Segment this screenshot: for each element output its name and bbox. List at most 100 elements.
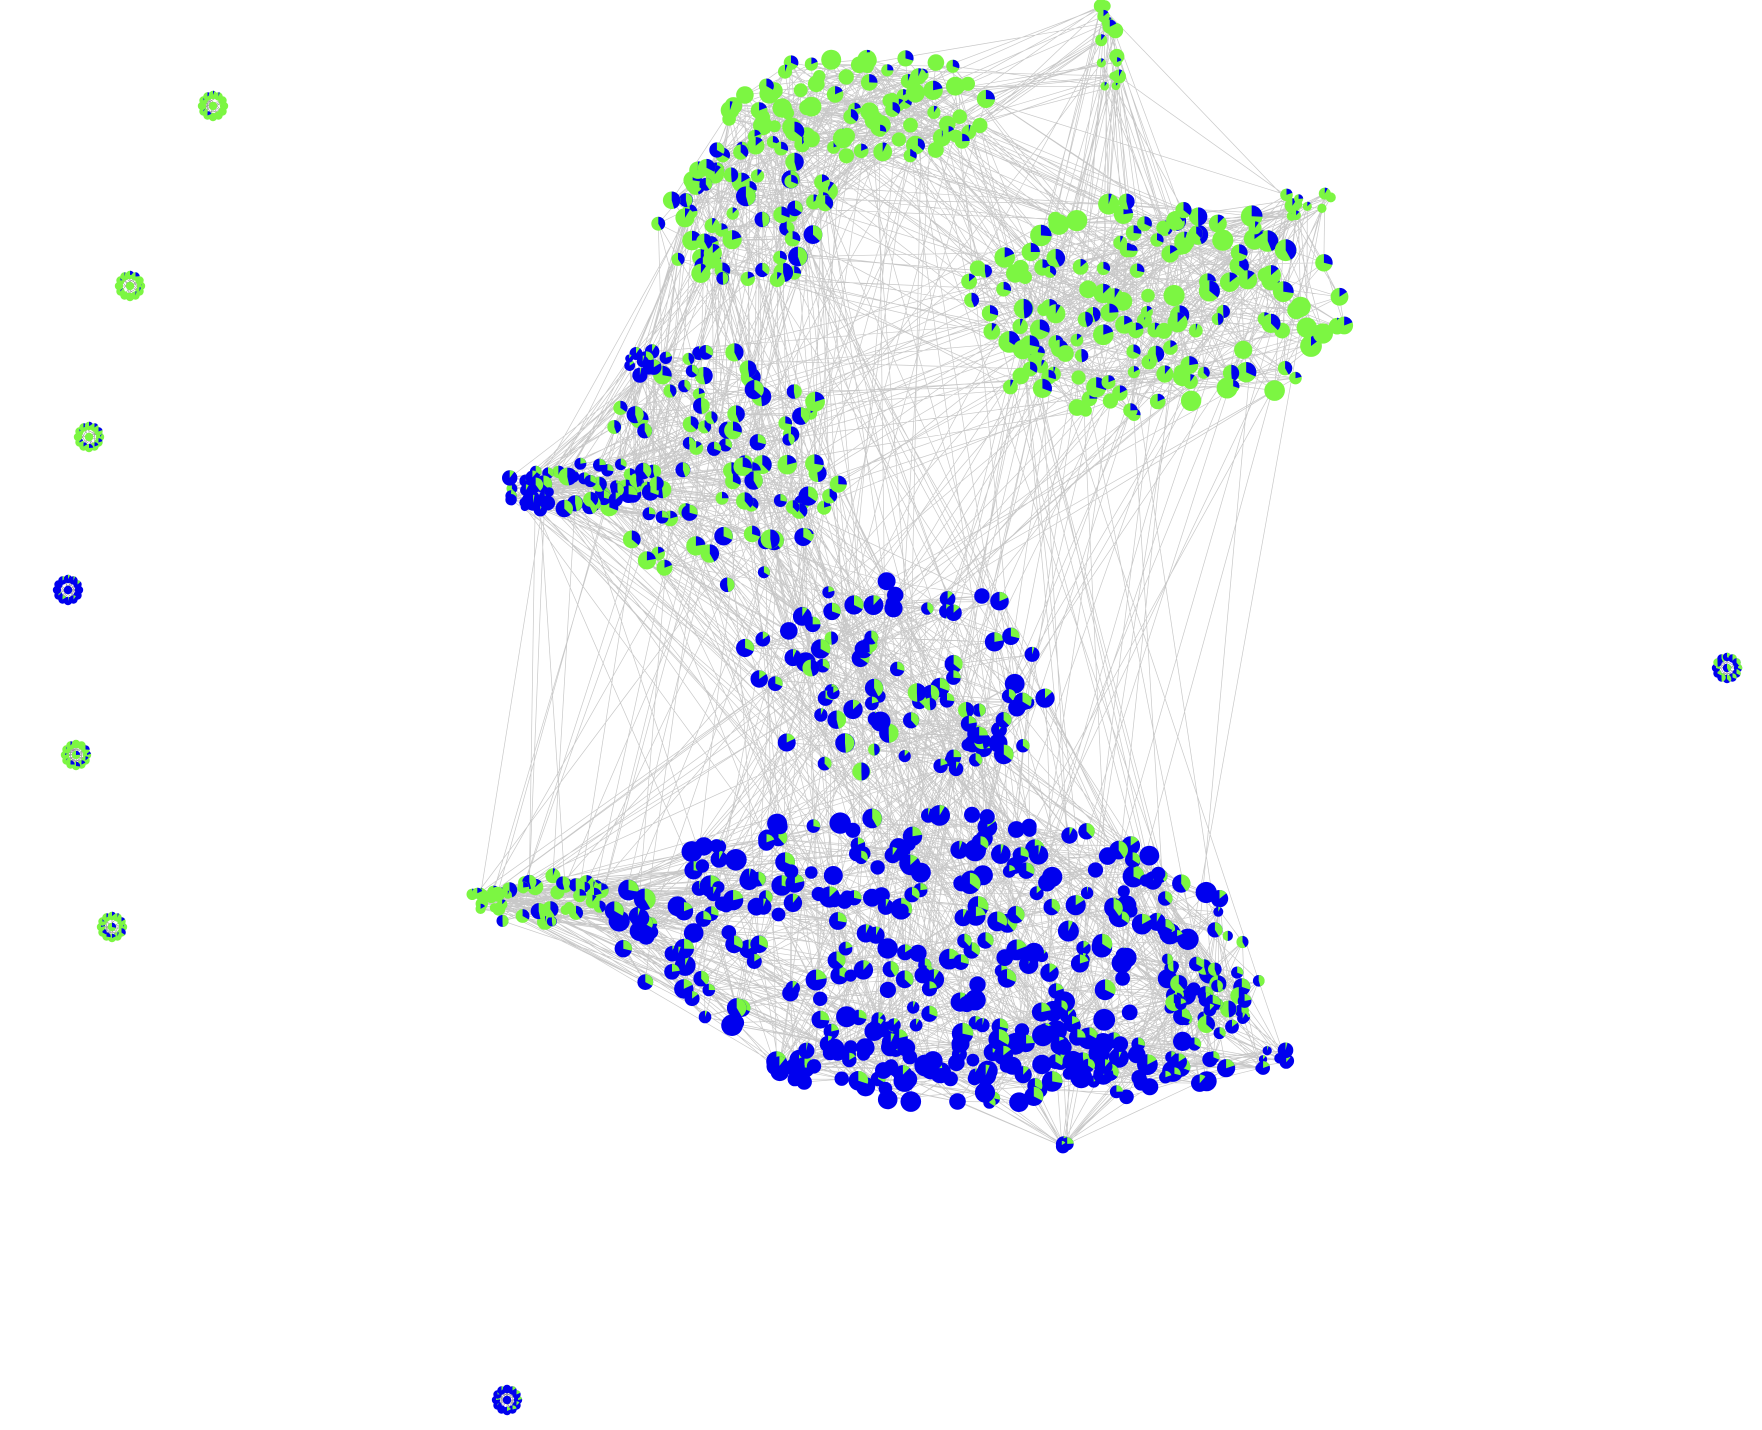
- graph-node: [744, 380, 764, 400]
- node-minor-slice: [1003, 744, 1014, 761]
- node-minor-slice: [968, 715, 977, 724]
- graph-node: [1296, 317, 1318, 338]
- graph-node: [1097, 1059, 1113, 1074]
- node-minor-slice: [692, 364, 699, 376]
- graph-node: [895, 903, 909, 917]
- node-minor-slice: [781, 141, 789, 151]
- node-minor-slice: [653, 359, 661, 368]
- graph-node: [882, 961, 899, 978]
- graph-node: [1203, 1003, 1217, 1017]
- graph-node: [489, 886, 505, 902]
- graph-node: [1066, 210, 1088, 232]
- graph-node: [1022, 823, 1037, 837]
- node-base-slice: [813, 991, 828, 1006]
- graph-node: [813, 991, 828, 1006]
- graph-node: [950, 840, 969, 859]
- node-base-slice: [879, 981, 897, 999]
- node-base-slice: [943, 1071, 958, 1087]
- graph-node: [1012, 318, 1028, 335]
- node-minor-slice: [1010, 627, 1020, 639]
- graph-node: [803, 130, 820, 148]
- graph-node: [710, 850, 728, 868]
- graph-node: [823, 1023, 839, 1040]
- graph-node: [736, 638, 755, 658]
- graph-node: [1076, 940, 1091, 956]
- node-minor-slice: [1247, 270, 1255, 280]
- graph-node: [806, 1059, 822, 1074]
- graph-node: [1043, 898, 1060, 916]
- node-minor-slice: [831, 631, 839, 645]
- node-minor-slice: [614, 901, 624, 916]
- graph-node: [517, 881, 530, 894]
- graph-node: [749, 434, 766, 451]
- node-minor-slice: [692, 991, 699, 999]
- graph-node: [817, 195, 834, 212]
- node-minor-slice: [639, 367, 642, 376]
- graph-node: [853, 960, 874, 980]
- node-minor-slice: [857, 837, 865, 845]
- node-minor-slice: [792, 893, 799, 903]
- node-minor-slice: [911, 712, 920, 727]
- graph-node: [1101, 375, 1116, 390]
- node-minor-slice: [68, 596, 69, 601]
- graph-node: [946, 670, 961, 685]
- graph-node: [471, 887, 483, 899]
- graph-node: [769, 1056, 789, 1076]
- node-minor-slice: [121, 928, 126, 935]
- graph-node: [1116, 947, 1137, 968]
- node-minor-slice: [791, 174, 799, 185]
- node-minor-slice: [822, 174, 830, 183]
- node-base-slice: [1093, 1008, 1116, 1031]
- graph-node: [625, 354, 634, 363]
- node-minor-slice: [975, 753, 983, 765]
- node-minor-slice: [1132, 852, 1141, 864]
- graph-node: [1102, 393, 1118, 409]
- graph-node: [725, 473, 741, 490]
- node-minor-slice: [695, 536, 706, 546]
- node-minor-slice: [1004, 247, 1015, 258]
- node-minor-slice: [1323, 254, 1333, 265]
- graph-node: [699, 177, 713, 191]
- graph-node: [806, 819, 821, 833]
- node-minor-slice: [1198, 207, 1208, 226]
- node-minor-slice: [749, 868, 751, 877]
- node-minor-slice: [829, 886, 838, 897]
- node-base-slice: [1028, 845, 1049, 865]
- node-base-slice: [860, 102, 879, 121]
- node-minor-slice: [670, 510, 678, 519]
- graph-node: [1096, 261, 1111, 275]
- graph-node: [1018, 270, 1032, 284]
- node-minor-slice: [68, 574, 71, 579]
- graph-node: [1002, 627, 1020, 645]
- node-minor-slice: [670, 384, 677, 397]
- node-minor-slice: [1048, 369, 1056, 380]
- node-base-slice: [836, 1006, 858, 1028]
- graph-node: [1165, 1051, 1178, 1064]
- graph-node: [694, 366, 713, 385]
- graph-node: [1261, 265, 1281, 286]
- graph-node: [1222, 930, 1233, 942]
- node-minor-slice: [117, 932, 119, 937]
- node-base-slice: [1151, 866, 1166, 881]
- node-minor-slice: [658, 216, 666, 230]
- graph-node: [613, 400, 628, 415]
- node-minor-slice: [1049, 963, 1057, 973]
- node-minor-slice: [1026, 862, 1035, 875]
- node-minor-slice: [806, 1042, 808, 1051]
- node-minor-slice: [772, 135, 780, 144]
- graph-node: [1207, 922, 1223, 938]
- graph-node: [674, 902, 694, 921]
- node-base-slice: [948, 1054, 965, 1072]
- node-minor-slice: [682, 462, 691, 477]
- node-minor-slice: [964, 933, 972, 947]
- node-base-slice: [864, 1021, 884, 1041]
- graph-node: [1159, 1070, 1172, 1084]
- graph-node: [1063, 1015, 1081, 1033]
- node-minor-slice: [709, 544, 720, 562]
- graph-node: [773, 206, 790, 224]
- graph-node: [798, 1042, 815, 1059]
- graph-node: [1187, 1037, 1202, 1051]
- node-minor-slice: [1246, 362, 1257, 377]
- node-minor-slice: [745, 638, 755, 652]
- node-minor-slice: [783, 262, 794, 282]
